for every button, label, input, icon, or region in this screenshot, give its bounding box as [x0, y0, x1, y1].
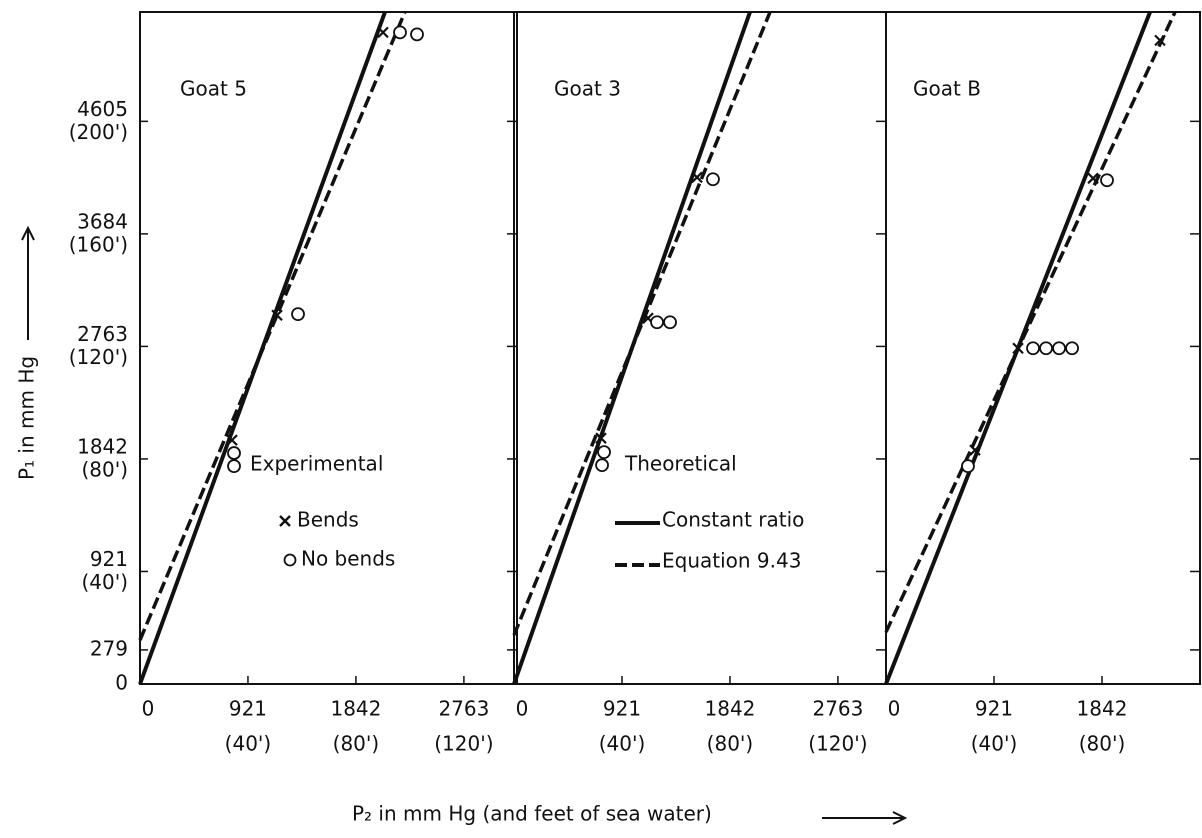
x-tick-label: 921 — [229, 697, 267, 721]
bends-point — [271, 309, 283, 322]
bends-point — [691, 171, 703, 184]
x-tick-label: 2763 — [812, 697, 863, 721]
y-tick-feet-label: (160') — [69, 232, 128, 256]
legend-title: Theoretical — [624, 452, 737, 476]
bends-point — [969, 444, 981, 456]
legend-title: Experimental — [250, 452, 383, 476]
plot-area — [512, 12, 772, 685]
panel-frame — [513, 11, 887, 685]
x-tick-feet-label: (40') — [599, 732, 646, 756]
y-axis-arrow — [21, 225, 35, 340]
no-bends-point — [595, 458, 609, 473]
line-dashed — [138, 12, 407, 641]
panel-frame — [885, 11, 1201, 685]
y-tick-label: 4605 — [77, 97, 128, 121]
x-axis-arrow — [822, 811, 908, 825]
panel-title: Goat 5 — [180, 77, 247, 101]
y-tick-label: 2763 — [77, 322, 128, 346]
legend-label: No bends — [301, 547, 395, 571]
line-dashed — [512, 12, 772, 636]
x-tick-label: 921 — [603, 697, 641, 721]
x-tick-label: 0 — [516, 697, 529, 721]
legend-no-bends-marker — [283, 553, 297, 567]
legend-label: Equation 9.43 — [662, 549, 801, 573]
y-tick-label: 279 — [90, 636, 128, 660]
x-axis-label: P₂ in mm Hg (and feet of sea water) — [352, 802, 712, 826]
bends-point — [595, 432, 607, 444]
panel-title: Goat 3 — [554, 77, 621, 101]
x-tick-label: 2763 — [438, 697, 489, 721]
x-tick-feet-label: (80') — [333, 732, 380, 756]
legend-label: Constant ratio — [662, 508, 804, 532]
bends-point — [226, 434, 238, 446]
bends-point — [377, 26, 389, 39]
x-tick-label: 1842 — [330, 697, 381, 721]
y-tick-feet-label: (120') — [69, 345, 128, 369]
line-dashed — [884, 12, 1177, 633]
no-bends-point — [227, 446, 241, 460]
y-tick-label: 3684 — [77, 209, 128, 233]
no-bends-point — [393, 25, 407, 40]
y-tick-feet-label: (200') — [69, 120, 128, 144]
bends-point — [1087, 172, 1099, 185]
plot-area — [884, 12, 1177, 685]
x-tick-feet-label: (40') — [225, 732, 272, 756]
y-tick-label: 0 — [115, 671, 128, 695]
panel-frame — [139, 11, 518, 685]
y-tick-feet-label: (80') — [81, 457, 128, 481]
no-bends-point — [663, 315, 677, 330]
no-bends-point — [410, 27, 424, 42]
x-tick-label: 0 — [888, 697, 901, 721]
x-tick-feet-label: (80') — [707, 732, 754, 756]
y-tick-label: 1842 — [77, 434, 128, 458]
y-tick-feet-label: (40') — [81, 570, 128, 594]
x-tick-feet-label: (80') — [1079, 732, 1126, 756]
x-tick-feet-label: (120') — [434, 732, 493, 756]
no-bends-point — [1052, 341, 1066, 356]
y-axis-label: P₁ in mm Hg — [15, 356, 39, 480]
x-tick-label: 0 — [142, 697, 155, 721]
plot-area — [138, 12, 424, 685]
x-tick-label: 921 — [975, 697, 1013, 721]
x-tick-label: 1842 — [1077, 697, 1128, 721]
bends-point — [1012, 342, 1024, 355]
bends-point — [1154, 34, 1166, 47]
panel-title: Goat B — [913, 77, 981, 101]
no-bends-point — [961, 459, 975, 474]
no-bends-point — [706, 172, 720, 187]
no-bends-point — [227, 459, 241, 474]
y-tick-label: 921 — [90, 547, 128, 571]
x-tick-feet-label: (120') — [808, 732, 867, 756]
x-tick-label: 1842 — [705, 697, 756, 721]
legend-bends-marker — [279, 515, 291, 527]
no-bends-point — [291, 307, 305, 322]
no-bends-point — [1100, 173, 1114, 188]
no-bends-point — [597, 445, 611, 459]
x-tick-feet-label: (40') — [971, 732, 1018, 756]
no-bends-point — [1065, 341, 1079, 356]
no-bends-point — [1026, 341, 1040, 356]
legend-label: Bends — [297, 508, 359, 532]
no-bends-point — [1039, 341, 1053, 356]
no-bends-point — [650, 315, 664, 330]
